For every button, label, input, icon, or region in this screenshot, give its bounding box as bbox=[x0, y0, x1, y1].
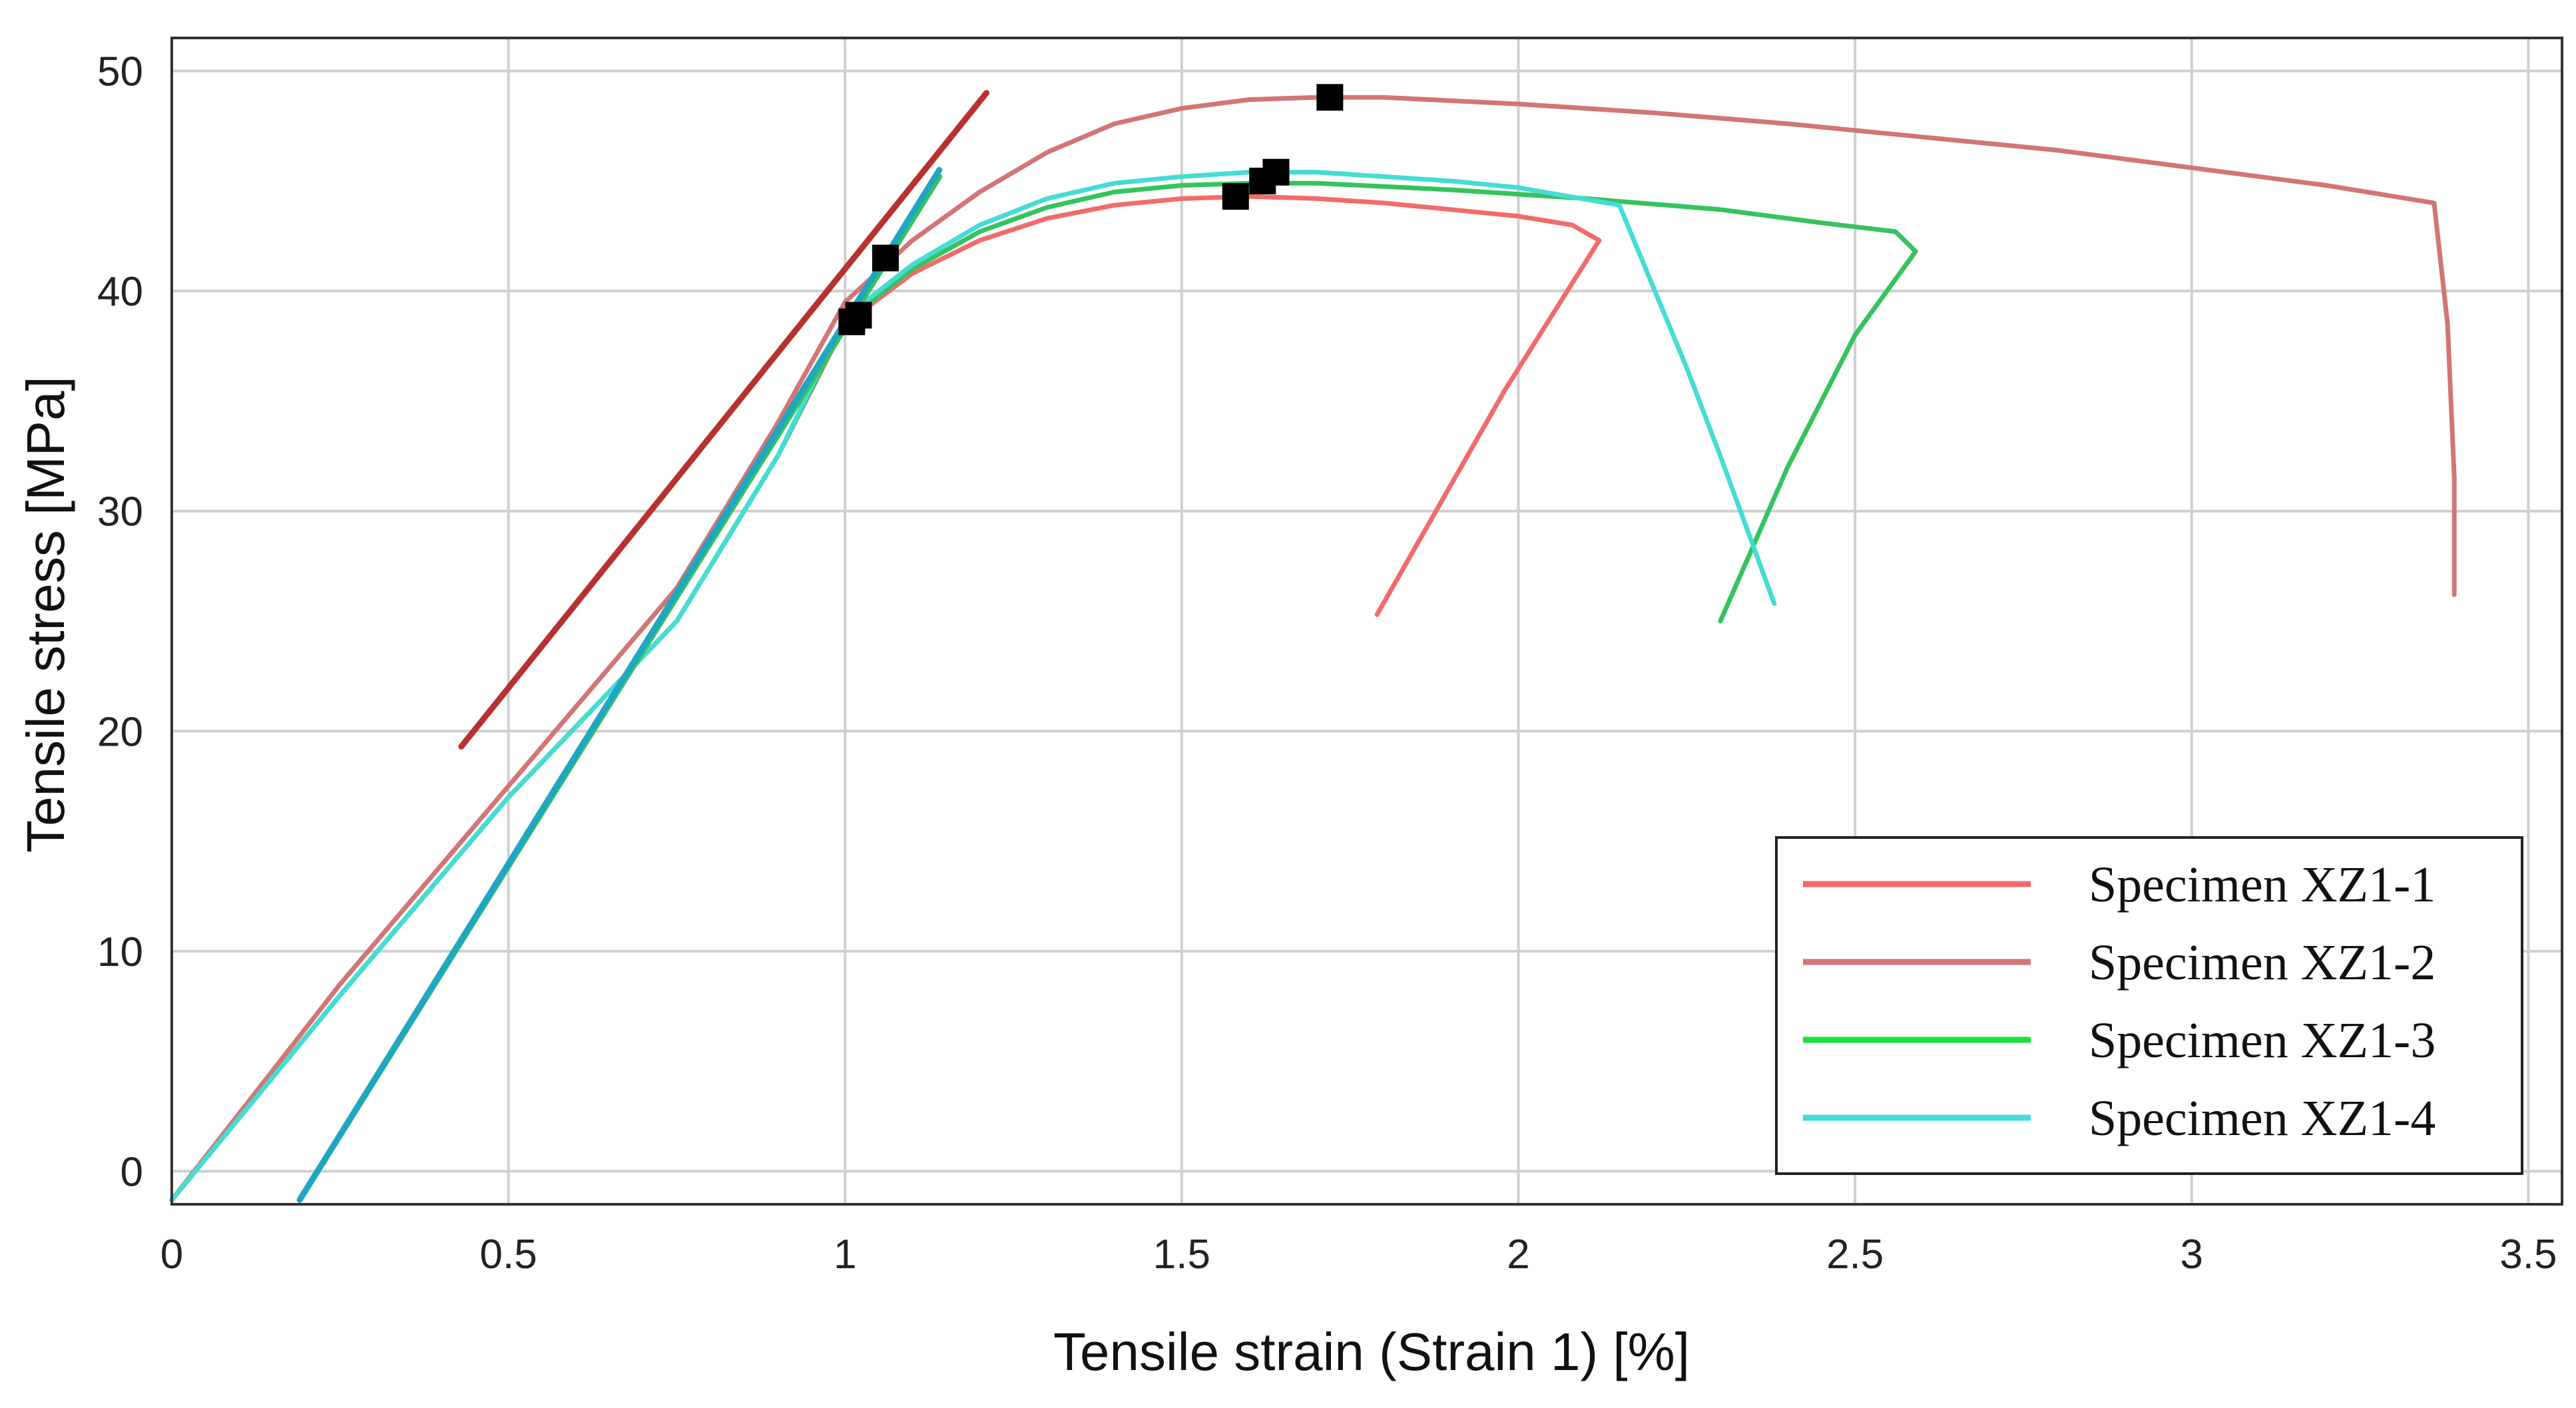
x-tick-label: 3 bbox=[2181, 1232, 2203, 1278]
x-tick-label: 0.5 bbox=[480, 1232, 537, 1278]
data-marker bbox=[845, 302, 872, 329]
grid-lines bbox=[172, 38, 2562, 1204]
secant-line bbox=[296, 166, 943, 1203]
secant-layer bbox=[296, 90, 990, 1203]
x-tick-label: 1.5 bbox=[1153, 1232, 1210, 1278]
secant-line bbox=[458, 90, 990, 750]
legend-label: Specimen XZ1-2 bbox=[2089, 935, 2436, 991]
tick-labels: 0 0.5 1 1.5 2 2.5 3 3.5 0 10 20 30 40 50 bbox=[97, 49, 2557, 1278]
y-axis-title: Tensile stress [MPa] bbox=[16, 376, 75, 853]
y-tick-label: 10 bbox=[97, 929, 143, 975]
legend-label: Specimen XZ1-4 bbox=[2089, 1090, 2436, 1146]
data-marker bbox=[1316, 84, 1344, 111]
x-tick-label: 0 bbox=[160, 1232, 183, 1278]
legend-label: Specimen XZ1-1 bbox=[2089, 857, 2436, 913]
x-axis-title: Tensile strain (Strain 1) [%] bbox=[1053, 1322, 1690, 1381]
y-tick-label: 20 bbox=[97, 709, 143, 755]
series-line-xz1-2 bbox=[169, 95, 2457, 1202]
marker-layer bbox=[838, 84, 1344, 336]
legend-label: Specimen XZ1-3 bbox=[2089, 1013, 2436, 1068]
y-tick-label: 0 bbox=[121, 1149, 143, 1195]
x-tick-label: 2 bbox=[1507, 1232, 1529, 1278]
series-line-xz1-4 bbox=[169, 170, 1777, 1202]
legend: Specimen XZ1-1 Specimen XZ1-2 Specimen XZ1… bbox=[1775, 836, 2523, 1175]
data-marker bbox=[1262, 158, 1290, 186]
y-tick-label: 30 bbox=[97, 489, 143, 535]
x-tick-label: 2.5 bbox=[1826, 1232, 1884, 1278]
data-marker bbox=[872, 244, 899, 272]
x-tick-label: 1 bbox=[834, 1232, 856, 1278]
y-tick-label: 40 bbox=[97, 269, 143, 315]
plot-frame bbox=[170, 37, 2563, 1206]
y-tick-label: 50 bbox=[97, 49, 143, 95]
data-marker bbox=[1222, 183, 1249, 210]
series-layer bbox=[169, 95, 2457, 1202]
x-tick-label: 3.5 bbox=[2499, 1232, 2557, 1278]
